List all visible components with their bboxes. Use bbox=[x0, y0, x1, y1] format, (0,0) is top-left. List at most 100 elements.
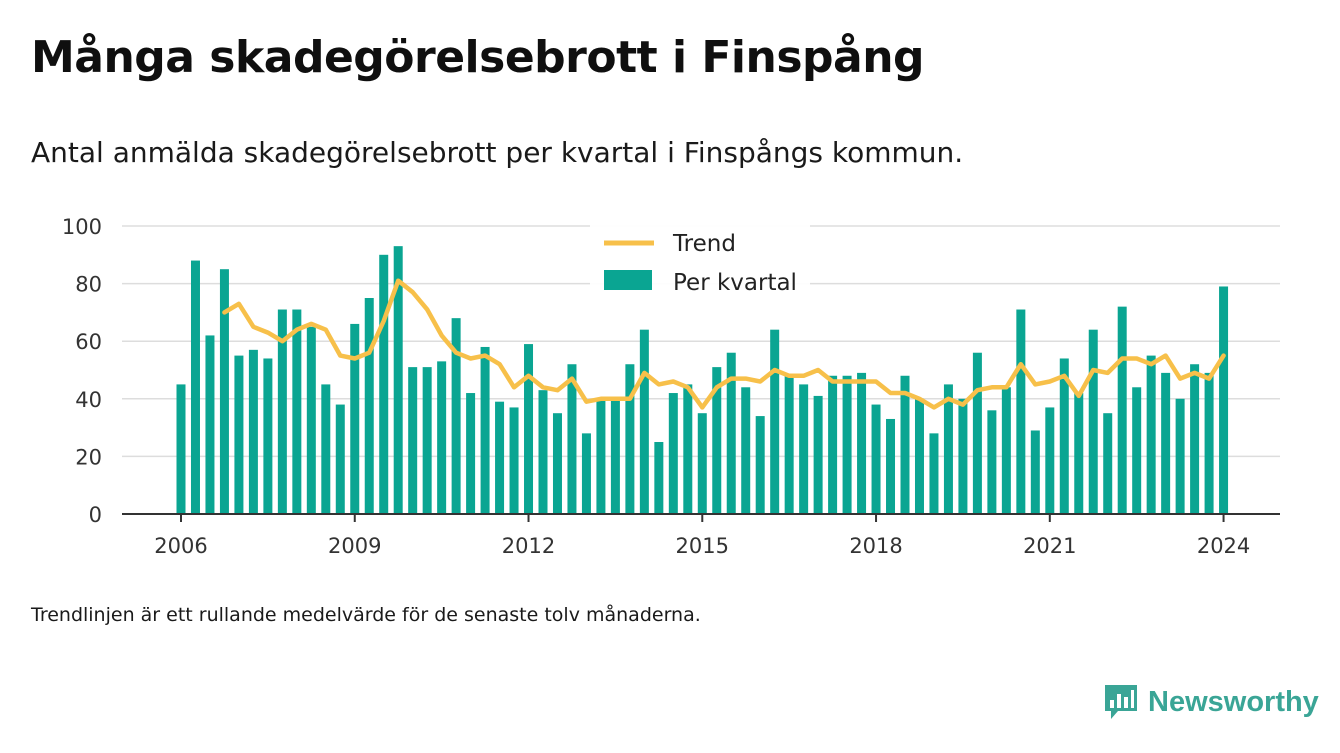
bar bbox=[509, 407, 519, 514]
chart-subtitle: Antal anmälda skadegörelsebrott per kvar… bbox=[31, 136, 964, 169]
x-tick-label: 2009 bbox=[328, 534, 381, 558]
bar bbox=[552, 413, 562, 514]
bar bbox=[350, 323, 360, 514]
bar bbox=[524, 344, 534, 514]
chart-area: 0 20 40 60 80 100 2006 2009 2012 2015 2018 2021 2024… bbox=[62, 215, 1280, 558]
legend-bar-swatch bbox=[604, 270, 652, 290]
bar bbox=[1059, 358, 1069, 514]
bar bbox=[248, 349, 258, 514]
bar bbox=[958, 398, 968, 514]
bar bbox=[205, 335, 215, 514]
y-tick-label: 100 bbox=[62, 215, 102, 239]
bar bbox=[625, 364, 635, 514]
bar bbox=[813, 395, 823, 514]
bar bbox=[451, 318, 461, 514]
bar bbox=[1117, 306, 1127, 514]
bar bbox=[900, 375, 910, 514]
bar bbox=[335, 404, 345, 514]
bar bbox=[1161, 372, 1171, 514]
bar bbox=[799, 384, 809, 514]
legend-trend-label: Trend bbox=[672, 231, 736, 257]
bar bbox=[495, 401, 505, 514]
bar bbox=[190, 260, 200, 514]
bar bbox=[567, 364, 577, 514]
brand-name: Newsworthy bbox=[1148, 685, 1319, 718]
brand-logo[interactable]: Newsworthy bbox=[1102, 682, 1319, 722]
bar bbox=[668, 393, 678, 514]
bar bbox=[292, 309, 302, 514]
axes: 0 20 40 60 80 100 2006 2009 2012 2015 2018 2021 2024 bbox=[62, 215, 1280, 558]
bar bbox=[712, 367, 722, 514]
x-tick-label: 2021 bbox=[1023, 534, 1076, 558]
bar bbox=[914, 398, 924, 514]
legend: Trend Per kvartal bbox=[590, 222, 810, 302]
bar bbox=[784, 375, 794, 514]
bar bbox=[1219, 286, 1229, 514]
legend-bar-label: Per kvartal bbox=[673, 270, 797, 296]
x-tick-label: 2018 bbox=[849, 534, 902, 558]
bar bbox=[480, 346, 490, 514]
y-tick-label: 40 bbox=[75, 388, 102, 412]
bar bbox=[886, 418, 896, 514]
bar bbox=[379, 254, 389, 515]
bar bbox=[697, 413, 707, 514]
bar bbox=[770, 329, 780, 514]
bar bbox=[176, 384, 186, 514]
bar bbox=[1001, 387, 1011, 514]
bar bbox=[1175, 398, 1185, 514]
bar bbox=[277, 309, 287, 514]
bar bbox=[683, 384, 693, 514]
bar bbox=[234, 355, 244, 514]
y-tick-label: 0 bbox=[89, 503, 102, 527]
bar bbox=[437, 361, 447, 514]
bar bbox=[1030, 430, 1040, 514]
bar bbox=[408, 367, 418, 514]
y-tick-label: 20 bbox=[75, 445, 102, 469]
bar bbox=[306, 326, 316, 514]
bar bbox=[596, 398, 606, 514]
bar bbox=[263, 358, 273, 514]
trend-line bbox=[222, 278, 1226, 410]
bar bbox=[393, 246, 403, 514]
footnote: Trendlinjen är ett rullande medelvärde f… bbox=[31, 604, 701, 626]
x-tick-label: 2006 bbox=[154, 534, 207, 558]
bar-series bbox=[176, 246, 1229, 515]
x-tick-label: 2012 bbox=[502, 534, 555, 558]
bar bbox=[1146, 355, 1156, 514]
bar bbox=[726, 352, 736, 514]
bar bbox=[1190, 364, 1200, 514]
bar bbox=[422, 367, 432, 514]
bar bbox=[1132, 387, 1142, 514]
bar bbox=[538, 390, 548, 514]
bar bbox=[1016, 309, 1026, 514]
bar bbox=[219, 269, 229, 514]
bar bbox=[929, 433, 939, 514]
bar bbox=[842, 375, 852, 514]
bar bbox=[741, 387, 751, 514]
bar bbox=[1088, 329, 1098, 514]
x-tick-label: 2015 bbox=[676, 534, 729, 558]
bar bbox=[943, 384, 953, 514]
bar bbox=[987, 410, 997, 514]
bar bbox=[581, 433, 591, 514]
bar bbox=[639, 329, 649, 514]
bar bbox=[1045, 407, 1055, 514]
newsworthy-logo-icon bbox=[1105, 685, 1137, 719]
bar bbox=[364, 298, 374, 514]
bar bbox=[871, 404, 881, 514]
x-tick-label: 2024 bbox=[1197, 534, 1250, 558]
bar bbox=[857, 372, 867, 514]
trend-series bbox=[222, 278, 1226, 410]
chart-title: Många skadegörelsebrott i Finspång bbox=[31, 32, 925, 83]
bar bbox=[466, 393, 476, 514]
bar bbox=[828, 375, 838, 514]
y-tick-label: 80 bbox=[75, 273, 102, 297]
bar bbox=[1204, 372, 1214, 514]
bar bbox=[610, 398, 620, 514]
bar bbox=[654, 442, 664, 514]
y-tick-label: 60 bbox=[75, 330, 102, 354]
bar bbox=[972, 352, 982, 514]
bar bbox=[755, 416, 765, 514]
bar bbox=[321, 384, 331, 514]
bar bbox=[1103, 413, 1113, 514]
